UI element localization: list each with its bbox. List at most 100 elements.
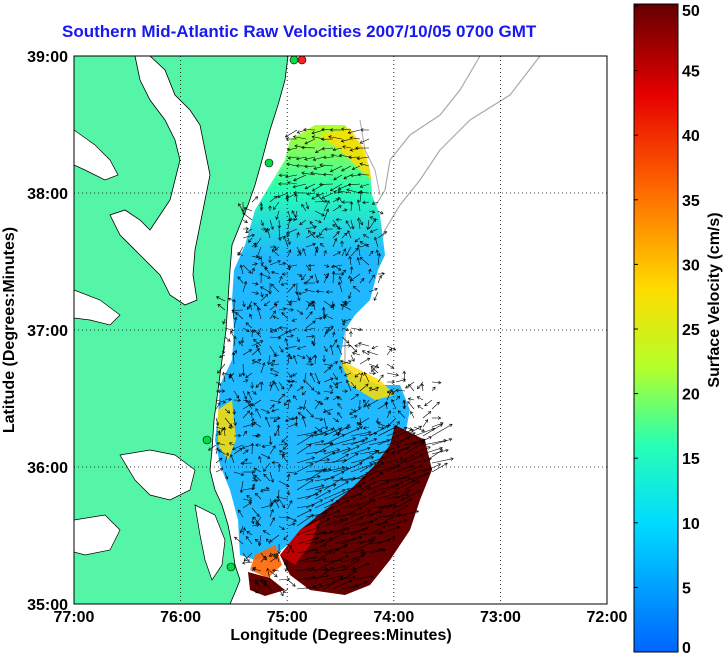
velocity-arrow bbox=[323, 528, 346, 536]
velocity-arrow-head bbox=[402, 405, 407, 410]
x-tick-label: 72:00 bbox=[587, 609, 628, 626]
velocity-arrow bbox=[269, 372, 278, 376]
velocity-arrow bbox=[215, 381, 222, 386]
velocity-arrow bbox=[251, 471, 256, 480]
velocity-arrow bbox=[314, 246, 318, 253]
velocity-arrow-head bbox=[326, 458, 330, 462]
velocity-arrow bbox=[242, 212, 253, 221]
velocity-arrow bbox=[408, 384, 415, 392]
velocity-arrow bbox=[370, 366, 379, 374]
velocity-arrow-head bbox=[292, 135, 297, 139]
velocity-arrow bbox=[312, 136, 325, 140]
velocity-arrow bbox=[260, 219, 264, 226]
velocity-arrow bbox=[395, 421, 400, 428]
velocity-arrow bbox=[341, 300, 346, 311]
velocity-arrow-head bbox=[264, 267, 269, 271]
velocity-arrow bbox=[332, 544, 348, 554]
velocity-arrow bbox=[359, 278, 365, 284]
velocity-arrow-head bbox=[259, 202, 264, 207]
velocity-arrow bbox=[350, 521, 374, 527]
velocity-arrow-head bbox=[341, 272, 345, 276]
velocity-arrow bbox=[304, 183, 316, 189]
velocity-arrow bbox=[287, 423, 298, 428]
velocity-arrow-head bbox=[342, 145, 346, 149]
velocity-arrow-head bbox=[373, 438, 378, 442]
velocity-arrow-head bbox=[408, 498, 413, 502]
velocity-arrow-head bbox=[239, 529, 244, 534]
velocity-arrow bbox=[323, 397, 329, 401]
velocity-arrow-head bbox=[325, 574, 330, 578]
velocity-arrow bbox=[273, 201, 280, 210]
velocity-arrow bbox=[363, 234, 370, 239]
velocity-arrow-head bbox=[325, 208, 329, 212]
velocity-arrow bbox=[298, 412, 307, 419]
velocity-arrow-head bbox=[317, 400, 321, 405]
velocity-arrow-head bbox=[390, 516, 394, 520]
velocity-arrow-head bbox=[269, 329, 274, 333]
velocity-arrow-head bbox=[260, 489, 264, 493]
velocity-arrow-head bbox=[287, 329, 292, 333]
velocity-arrow-head bbox=[362, 426, 367, 430]
velocity-arrow-head bbox=[268, 553, 273, 558]
velocity-arrow bbox=[249, 304, 253, 311]
velocity-arrow-head bbox=[235, 312, 239, 316]
velocity-arrow-head bbox=[253, 468, 258, 472]
velocity-arrow bbox=[297, 345, 307, 350]
velocity-arrow-head bbox=[266, 538, 270, 542]
velocity-arrow-head bbox=[272, 310, 276, 314]
velocity-arrow-head bbox=[353, 349, 358, 353]
velocity-arrow bbox=[296, 493, 319, 500]
velocity-arrow-head bbox=[229, 423, 233, 427]
velocity-arrow bbox=[229, 373, 235, 383]
velocity-arrow-head bbox=[315, 246, 319, 250]
velocity-arrow bbox=[321, 192, 334, 199]
velocity-arrow-head bbox=[219, 468, 224, 472]
velocity-arrow-head bbox=[216, 430, 221, 434]
velocity-arrow-head bbox=[330, 153, 335, 158]
velocity-arrow bbox=[358, 417, 370, 425]
velocity-arrow bbox=[323, 378, 334, 383]
velocity-arrow-head bbox=[421, 441, 425, 446]
velocity-arrow-head bbox=[276, 498, 280, 503]
velocity-arrow bbox=[288, 156, 298, 159]
velocity-arrow-head bbox=[340, 574, 344, 579]
velocity-arrow bbox=[331, 154, 343, 158]
velocity-arrow-head bbox=[284, 346, 289, 350]
velocity-arrow-head bbox=[319, 163, 323, 167]
velocity-arrow-head bbox=[318, 489, 322, 494]
velocity-arrow bbox=[316, 290, 325, 293]
velocity-arrow-head bbox=[315, 280, 319, 284]
velocity-arrow-head bbox=[313, 555, 317, 560]
velocity-arrow-head bbox=[239, 448, 243, 452]
velocity-arrow bbox=[260, 579, 267, 587]
velocity-arrow bbox=[397, 410, 406, 419]
radar-site-marker bbox=[289, 56, 299, 65]
velocity-arrow bbox=[386, 401, 388, 410]
velocity-arrow-head bbox=[295, 156, 300, 161]
velocity-arrow-head bbox=[368, 541, 373, 545]
velocity-arrow-head bbox=[425, 472, 430, 476]
velocity-arrow bbox=[269, 399, 281, 403]
velocity-arrow bbox=[314, 246, 318, 257]
velocity-arrow-head bbox=[307, 267, 311, 272]
velocity-arrow-head bbox=[346, 340, 350, 344]
velocity-arrow bbox=[310, 172, 325, 176]
velocity-arrow-head bbox=[228, 397, 232, 402]
velocity-arrow bbox=[341, 559, 360, 572]
velocity-arrow-head bbox=[280, 282, 285, 286]
velocity-arrow bbox=[240, 480, 244, 493]
velocity-arrow-head bbox=[294, 415, 299, 420]
velocity-arrow-head bbox=[312, 575, 316, 580]
velocity-arrow-head bbox=[315, 548, 319, 552]
velocity-arrow bbox=[311, 192, 325, 200]
velocity-arrow bbox=[350, 486, 371, 500]
velocity-arrow-head bbox=[377, 422, 381, 426]
velocity-arrow-head bbox=[261, 362, 266, 366]
velocity-arrow bbox=[324, 314, 334, 320]
velocity-arrow bbox=[235, 312, 244, 320]
velocity-arrow-head bbox=[249, 313, 253, 318]
velocity-arrow bbox=[304, 372, 307, 383]
velocity-arrow bbox=[287, 218, 291, 230]
velocity-arrow bbox=[232, 352, 235, 365]
